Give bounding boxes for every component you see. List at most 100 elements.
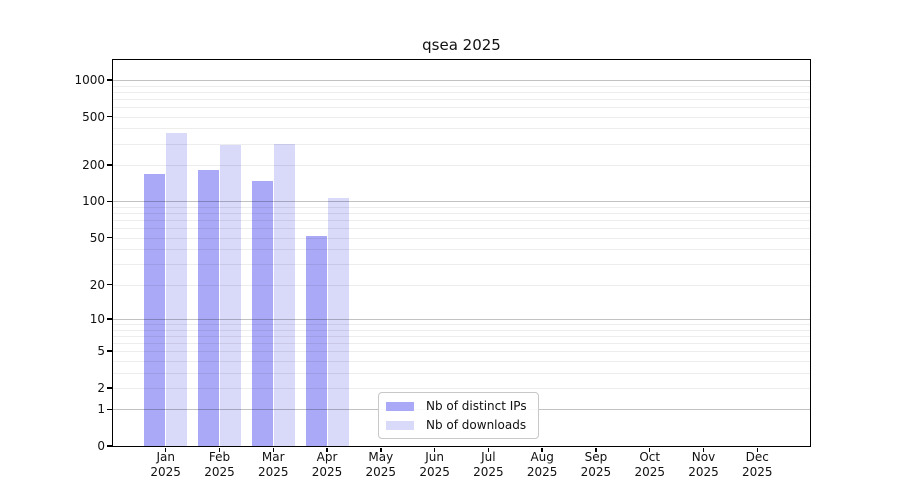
gridline — [113, 360, 810, 362]
bar-downloads — [273, 143, 295, 446]
y-tick — [107, 350, 112, 352]
y-tick — [107, 387, 112, 389]
y-tick — [107, 283, 112, 286]
x-tick — [648, 447, 651, 452]
bar-downloads — [219, 144, 241, 446]
bar-distinct-ips — [144, 173, 166, 446]
legend: Nb of distinct IPs Nb of downloads — [378, 392, 539, 439]
x-tick-label: Jan 2025 — [138, 450, 194, 480]
x-tick-month: Nov — [691, 450, 716, 464]
gridline — [113, 264, 810, 266]
x-tick-month: Oct — [639, 450, 661, 464]
legend-swatch-downloads — [386, 420, 414, 430]
gridline — [113, 91, 810, 93]
x-tick-year: 2025 — [688, 465, 719, 479]
gridline — [113, 98, 810, 100]
x-tick-year: 2025 — [580, 465, 612, 479]
x-tick-month: Jul — [481, 450, 496, 464]
x-tick-month: May — [368, 450, 394, 464]
legend-item-downloads: Nb of downloads — [386, 417, 527, 433]
x-tick — [487, 447, 490, 452]
x-tick-year: 2025 — [365, 465, 397, 479]
plot-area — [113, 60, 810, 446]
x-tick — [595, 447, 597, 452]
gridline — [113, 372, 810, 374]
gridline — [113, 116, 810, 118]
x-tick-label: Apr 2025 — [299, 450, 355, 480]
gridline — [113, 106, 810, 108]
y-tick — [107, 200, 112, 203]
gridline — [113, 324, 810, 325]
bar-downloads — [327, 197, 349, 446]
x-tick-label: Sep 2025 — [568, 450, 624, 480]
gridline — [113, 249, 810, 251]
x-tick-year: 2025 — [150, 465, 181, 479]
bar-distinct-ips — [305, 235, 327, 446]
x-tick — [326, 447, 328, 452]
legend-swatch-distinct-ips — [386, 401, 414, 411]
x-tick-year: 2025 — [419, 465, 450, 479]
y-tick — [107, 318, 112, 320]
gridline — [113, 335, 810, 337]
y-tick-label: 500 — [82, 109, 105, 124]
chart-title: qsea 2025 — [422, 36, 501, 54]
x-tick-label: Aug 2025 — [514, 450, 570, 480]
legend-label-distinct-ips: Nb of distinct IPs — [426, 399, 527, 413]
gridline — [113, 220, 810, 222]
x-tick-label: Jun 2025 — [407, 450, 463, 480]
x-tick-month: Jun — [425, 450, 444, 464]
x-tick-label: May 2025 — [353, 450, 409, 480]
gridline — [113, 201, 810, 203]
gridline — [113, 318, 810, 320]
bar-distinct-ips — [197, 170, 219, 446]
x-tick — [702, 447, 705, 452]
x-tick-month: Feb — [208, 450, 231, 464]
legend-item-distinct-ips: Nb of distinct IPs — [386, 398, 527, 414]
x-tick — [218, 447, 221, 452]
y-tick-label: 50 — [89, 230, 105, 245]
y-tick-label: 1 — [97, 402, 105, 417]
x-tick-month: Sep — [584, 450, 608, 464]
x-tick — [380, 447, 382, 452]
y-tick-label: 2 — [97, 380, 105, 395]
gridline — [113, 206, 810, 208]
y-tick — [107, 164, 112, 166]
legend-label-downloads: Nb of downloads — [426, 418, 527, 432]
x-tick-label: Mar 2025 — [245, 450, 301, 480]
gridline — [113, 228, 810, 230]
y-tick — [107, 408, 112, 411]
x-tick-month: Dec — [745, 450, 769, 464]
x-tick-month: Apr — [316, 450, 338, 464]
gridline — [113, 79, 810, 81]
gridline — [113, 213, 810, 215]
gridline — [113, 237, 810, 239]
y-tick — [107, 236, 112, 239]
gridline — [113, 329, 810, 331]
gridline — [113, 351, 810, 353]
gridline — [113, 143, 810, 145]
x-tick-year: 2025 — [634, 465, 665, 479]
x-tick — [164, 447, 167, 452]
y-tick — [107, 115, 112, 118]
y-tick-label: 20 — [89, 277, 105, 292]
x-tick-year: 2025 — [741, 465, 773, 479]
bar-downloads — [166, 133, 188, 446]
y-tick-label: 10 — [89, 311, 105, 326]
x-tick-month: Jan — [156, 450, 175, 464]
gridline — [113, 128, 810, 130]
x-tick — [272, 447, 274, 452]
gridline — [113, 284, 810, 286]
gridline — [113, 85, 810, 87]
y-tick-label: 5 — [97, 344, 105, 359]
x-tick-year: 2025 — [526, 465, 558, 479]
x-tick-month: Mar — [261, 450, 285, 464]
y-tick-label: 1000 — [74, 72, 105, 87]
x-tick-year: 2025 — [257, 465, 289, 479]
bar-distinct-ips — [251, 180, 273, 446]
x-tick-label: Oct 2025 — [622, 450, 678, 480]
gridline — [113, 165, 810, 166]
y-tick-label: 0 — [97, 439, 105, 453]
x-tick-year: 2025 — [311, 465, 343, 479]
y-tick — [107, 445, 112, 447]
